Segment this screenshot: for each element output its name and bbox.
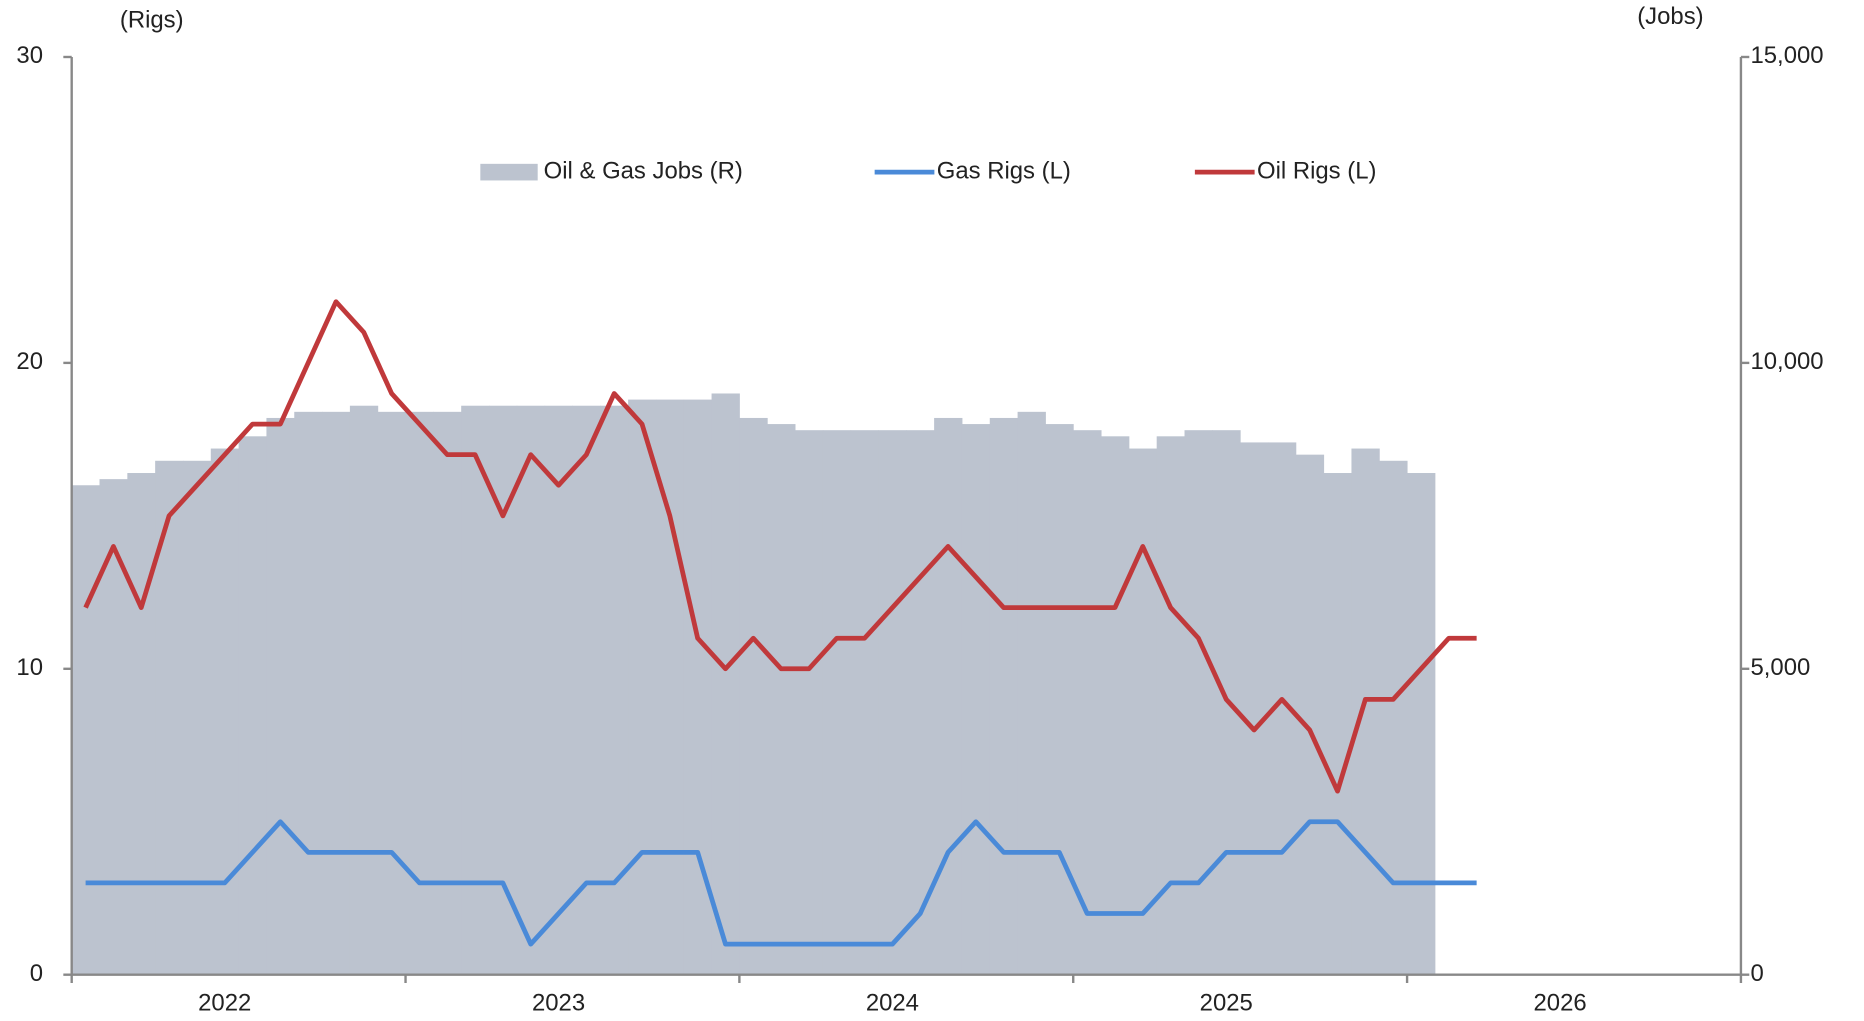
jobs-bar <box>405 411 434 975</box>
series-line <box>83 299 1477 794</box>
jobs-bar <box>99 479 128 975</box>
y-axis-label: (Rigs) <box>120 7 184 34</box>
jobs-bar <box>266 417 295 975</box>
jobs-bar <box>767 424 796 975</box>
jobs-bar <box>1407 473 1436 975</box>
jobs-bar <box>127 473 156 975</box>
jobs-bar <box>516 405 546 975</box>
x-tick-label: 2026 <box>1534 990 1587 1017</box>
x-tick-label: 2022 <box>198 990 251 1017</box>
y-tick-label: 0 <box>30 960 43 987</box>
jobs-bar <box>711 393 740 975</box>
jobs-bar <box>1351 448 1380 975</box>
y-tick-label: 20 <box>16 348 43 375</box>
jobs-bar <box>878 430 907 975</box>
jobs-bar <box>739 417 768 975</box>
jobs-bar <box>1073 430 1102 975</box>
jobs-bar <box>572 405 601 975</box>
jobs-bar <box>822 430 852 975</box>
jobs-bar <box>1295 454 1325 975</box>
jobs-bar <box>1101 436 1130 975</box>
jobs-bar <box>795 430 824 975</box>
jobs-bar <box>1045 424 1074 975</box>
legend-label: Oil & Gas Jobs (R) <box>544 157 743 184</box>
jobs-bar <box>155 460 184 975</box>
y2-tick-label: 0 <box>1750 960 1763 987</box>
legend-swatch <box>480 163 538 181</box>
jobs-bar <box>850 430 879 975</box>
jobs-bar <box>1379 460 1408 975</box>
jobs-bar <box>182 460 212 975</box>
jobs-bar <box>1184 430 1213 975</box>
jobs-bar <box>1017 411 1046 975</box>
jobs-bar <box>238 436 267 975</box>
jobs-bar <box>377 411 407 975</box>
jobs-bar <box>961 424 991 975</box>
jobs-bar <box>906 430 935 975</box>
jobs-bar <box>1240 442 1269 975</box>
y2-tick-label: 10,000 <box>1750 348 1823 375</box>
jobs-bar <box>210 448 240 975</box>
y2-axis-label: (Jobs) <box>1637 3 1703 30</box>
y-tick-label: 10 <box>16 654 43 681</box>
jobs-bar <box>934 417 963 975</box>
jobs-bar <box>989 417 1019 975</box>
jobs-bar <box>349 405 379 975</box>
x-tick-label: 2024 <box>866 990 919 1017</box>
jobs-bar <box>544 405 573 975</box>
jobs-bar <box>655 399 685 975</box>
y2-tick-label: 5,000 <box>1750 654 1810 681</box>
jobs-bar <box>433 411 462 975</box>
jobs-bar <box>322 411 351 975</box>
jobs-bar <box>600 405 629 975</box>
jobs-bar <box>71 485 100 975</box>
y2-tick-label: 15,000 <box>1750 42 1823 69</box>
y-tick-label: 30 <box>16 42 43 69</box>
jobs-bar <box>294 411 323 975</box>
series-line <box>85 819 1477 947</box>
jobs-bar <box>628 399 657 975</box>
jobs-bar <box>1323 473 1352 975</box>
legend-label: Oil Rigs (L) <box>1257 157 1376 184</box>
x-tick-label: 2025 <box>1200 990 1253 1017</box>
legend-label: Gas Rigs (L) <box>937 157 1071 184</box>
jobs-bar <box>461 405 490 975</box>
jobs-bar <box>1128 448 1158 975</box>
x-tick-label: 2023 <box>532 990 585 1017</box>
